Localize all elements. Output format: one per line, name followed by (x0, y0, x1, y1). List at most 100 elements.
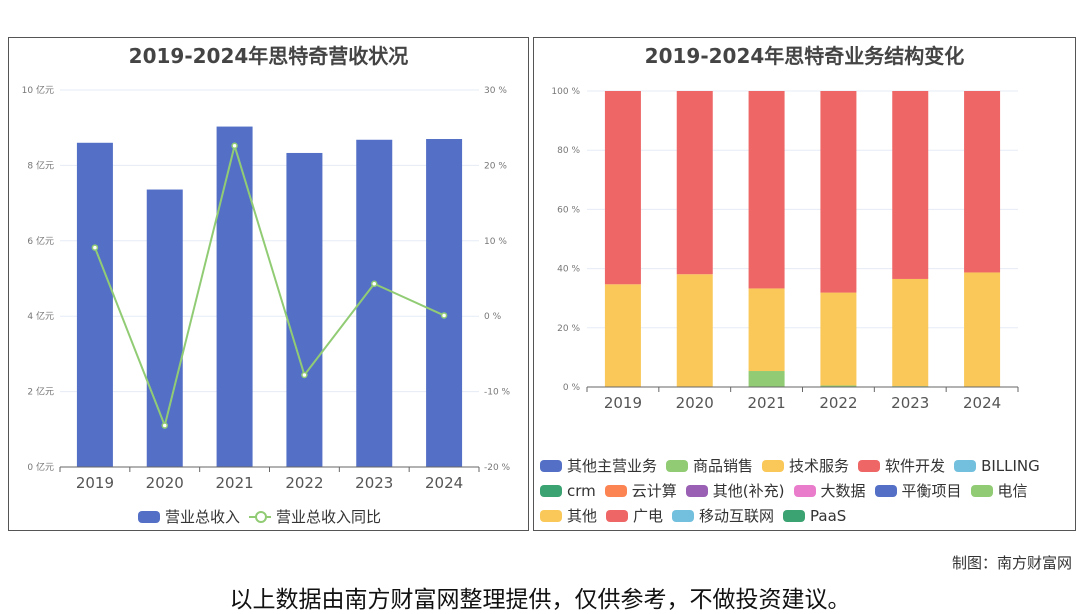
structure-legend: 其他主营业务 商品销售 技术服务 软件开发 BILLING crm 云计算 其他(补充) 大数据… (540, 453, 1075, 528)
swatch-icon (540, 484, 562, 497)
left-axis-tick-label: 2 亿元 (27, 386, 54, 398)
y-axis-tick-label: 40 % (557, 265, 580, 275)
swatch-icon (954, 459, 977, 472)
legend-item[interactable]: 云计算 (604, 478, 677, 503)
growth-point (440, 312, 448, 319)
x-axis-tick-label: 2019 (604, 394, 642, 412)
left-axis-tick-label: 6 亿元 (27, 235, 54, 247)
revenue-bar (356, 139, 393, 467)
left-axis-tick-label: 4 亿元 (27, 310, 54, 322)
swatch-icon (685, 484, 708, 497)
legend-item[interactable]: 电信 (970, 478, 1028, 503)
legend-label: PaaS (810, 506, 847, 525)
swatch-icon (874, 484, 897, 497)
x-axis-tick-label: 2023 (355, 474, 393, 492)
legend-item[interactable]: 其他 (540, 503, 597, 528)
swatch-icon (783, 509, 806, 522)
left-axis-tick-label: 8 亿元 (27, 159, 54, 171)
legend-label: crm (567, 481, 596, 500)
legend-label: 电信 (997, 482, 1028, 500)
revenue-bar (426, 139, 463, 467)
legend-label: BILLING (981, 456, 1040, 475)
legend-item[interactable]: PaaS (783, 503, 846, 528)
legend-item[interactable]: 大数据 (793, 478, 866, 503)
legend-item[interactable]: 商品销售 (666, 453, 753, 478)
legend-label: 大数据 (820, 482, 866, 500)
legend-item[interactable]: 移动互联网 (672, 503, 774, 528)
legend-item[interactable]: 其他主营业务 (540, 453, 657, 478)
growth-point (301, 371, 308, 379)
legend-label: 其他 (567, 507, 598, 525)
swatch-icon (540, 509, 562, 522)
stacked-bar-segment (748, 371, 785, 387)
x-axis-tick-label: 2023 (891, 394, 929, 412)
swatch-icon (540, 459, 562, 472)
stacked-bar-segment (604, 284, 641, 387)
x-axis-tick-label: 2024 (963, 394, 1001, 412)
revenue-bar (146, 189, 183, 467)
left-axis-tick-label: 0 亿元 (27, 461, 54, 473)
legend-item[interactable]: 软件开发 (858, 453, 945, 478)
legend-item[interactable]: 技术服务 (762, 453, 849, 478)
revenue-bar (216, 126, 253, 467)
y-axis-tick-label: 100 % (551, 87, 580, 97)
x-axis-tick-label: 2019 (76, 474, 114, 492)
bar-swatch-icon (138, 510, 160, 523)
swatch-icon (604, 484, 627, 497)
y-axis-tick-label: 0 % (563, 383, 581, 393)
legend-label: 平衡项目 (901, 482, 962, 500)
stacked-bar-segment (676, 274, 713, 387)
legend-label: 其他主营业务 (567, 457, 658, 475)
legend-item[interactable]: 营业总收入 (138, 504, 240, 529)
legend-label: 商品销售 (693, 457, 754, 475)
legend-item[interactable]: crm (540, 478, 596, 503)
legend-label: 技术服务 (789, 457, 850, 475)
stacked-bar-segment (820, 91, 857, 293)
legend-label: 营业总收入 (165, 508, 241, 526)
legend-label: 广电 (633, 507, 664, 525)
structure-chart-title: 2019-2024年思特奇业务结构变化 (644, 44, 965, 68)
stacked-bar-segment (604, 91, 641, 285)
growth-point (231, 142, 238, 150)
growth-line (93, 142, 445, 429)
revenue-chart-title: 2019-2024年思特奇营收状况 (128, 44, 409, 68)
x-axis-tick-label: 2024 (425, 474, 463, 492)
y-axis-tick-label: 80 % (557, 146, 580, 156)
x-axis-tick-label: 2021 (747, 394, 785, 412)
growth-point (371, 280, 378, 288)
swatch-icon (606, 509, 629, 522)
stacked-bar-segment (964, 272, 1001, 387)
right-axis-tick-label: -10 % (484, 388, 511, 398)
legend-item[interactable]: 平衡项目 (874, 478, 962, 503)
y-axis-tick-label: 60 % (557, 205, 580, 215)
legend-item[interactable]: BILLING (954, 453, 1040, 478)
stacked-bar-segment (748, 288, 785, 372)
swatch-icon (672, 509, 695, 522)
stacked-bar-segment (820, 385, 857, 387)
right-axis-tick-label: 30 % (484, 86, 507, 96)
stacked-bar-segment (748, 91, 785, 289)
legend-label: 云计算 (631, 482, 677, 500)
stacked-bar-segment (964, 91, 1001, 273)
right-axis-tick-label: 10 % (484, 237, 507, 247)
legend-label: 其他(补充) (712, 482, 785, 500)
revenue-bar (286, 152, 323, 468)
swatch-icon (970, 484, 993, 497)
x-axis-tick-label: 2022 (285, 474, 323, 492)
x-axis-tick-label: 2022 (819, 394, 857, 412)
disclaimer: 以上数据由南方财富网整理提供，仅供参考，不做投资建议。 (229, 587, 851, 613)
swatch-icon (762, 459, 785, 472)
swatch-icon (666, 459, 689, 472)
y-axis-tick-label: 20 % (557, 324, 580, 334)
stacked-bar-segment (676, 91, 713, 275)
legend-item[interactable]: 广电 (606, 503, 663, 528)
legend-item[interactable]: 其他(补充) (685, 478, 785, 503)
stacked-bar-segment (820, 292, 857, 386)
right-axis-tick-label: -20 % (484, 463, 511, 473)
right-axis-tick-label: 0 % (484, 312, 502, 322)
swatch-icon (858, 459, 881, 472)
legend-item[interactable]: 营业总收入同比 (249, 504, 381, 529)
right-axis-tick-label: 20 % (484, 161, 507, 171)
